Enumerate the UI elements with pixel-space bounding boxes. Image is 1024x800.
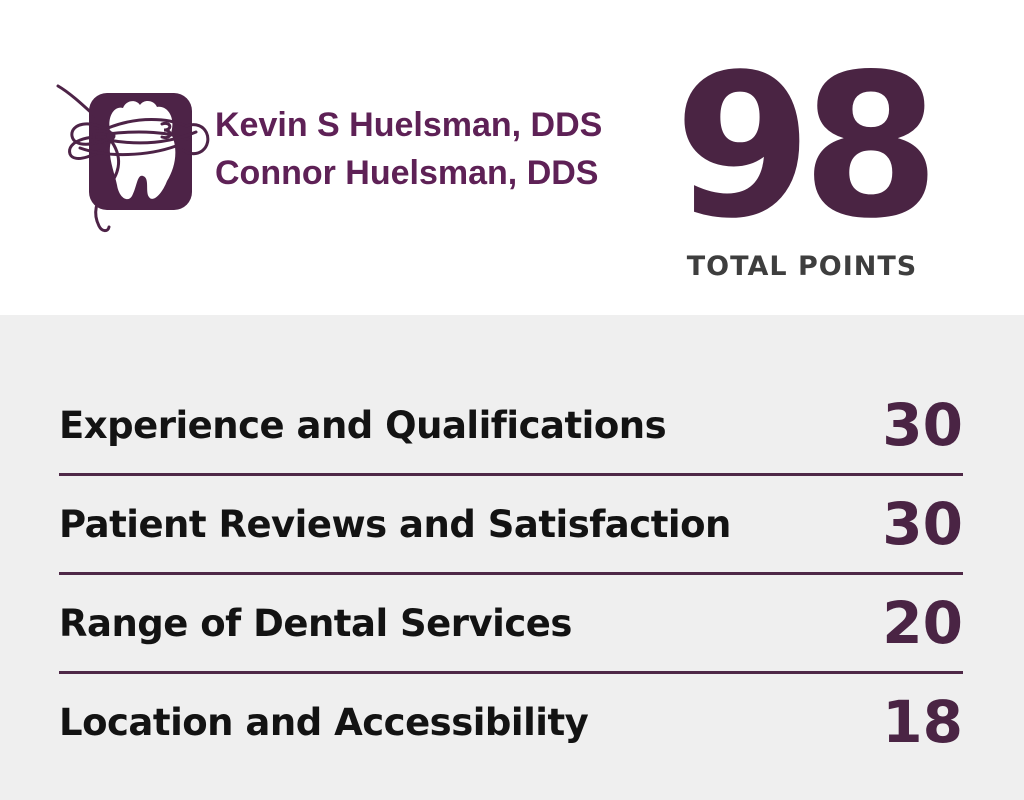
score-row-value: 18 bbox=[882, 688, 963, 756]
score-row-label: Location and Accessibility bbox=[59, 700, 589, 744]
scores-panel: Experience and Qualifications 30 Patient… bbox=[0, 315, 1024, 800]
score-row-experience: Experience and Qualifications 30 bbox=[59, 377, 963, 473]
row-divider bbox=[59, 473, 963, 476]
row-divider bbox=[59, 572, 963, 575]
tooth-floss-logo-icon bbox=[56, 84, 210, 233]
total-points-label: TOTAL POINTS bbox=[686, 251, 918, 282]
score-row-value: 30 bbox=[882, 490, 963, 558]
doctor-name-2: Connor Huelsman, DDS bbox=[215, 154, 599, 192]
total-score-block: 98 TOTAL POINTS bbox=[660, 0, 944, 300]
score-row-reviews: Patient Reviews and Satisfaction 30 bbox=[59, 476, 963, 572]
score-row-value: 30 bbox=[882, 391, 963, 459]
total-points-value: 98 bbox=[674, 31, 940, 262]
score-row-value: 20 bbox=[882, 589, 963, 657]
brand-block: Kevin S Huelsman, DDS Connor Huelsman, D… bbox=[50, 80, 610, 250]
score-row-label: Experience and Qualifications bbox=[59, 403, 667, 447]
score-row-label: Range of Dental Services bbox=[59, 601, 572, 645]
row-divider bbox=[59, 671, 963, 674]
doctor-names: Kevin S Huelsman, DDS Connor Huelsman, D… bbox=[215, 101, 602, 197]
score-row-location: Location and Accessibility 18 bbox=[59, 674, 963, 770]
score-row-services: Range of Dental Services 20 bbox=[59, 575, 963, 671]
doctor-name-1: Kevin S Huelsman, DDS bbox=[215, 106, 603, 144]
score-row-label: Patient Reviews and Satisfaction bbox=[59, 502, 731, 546]
